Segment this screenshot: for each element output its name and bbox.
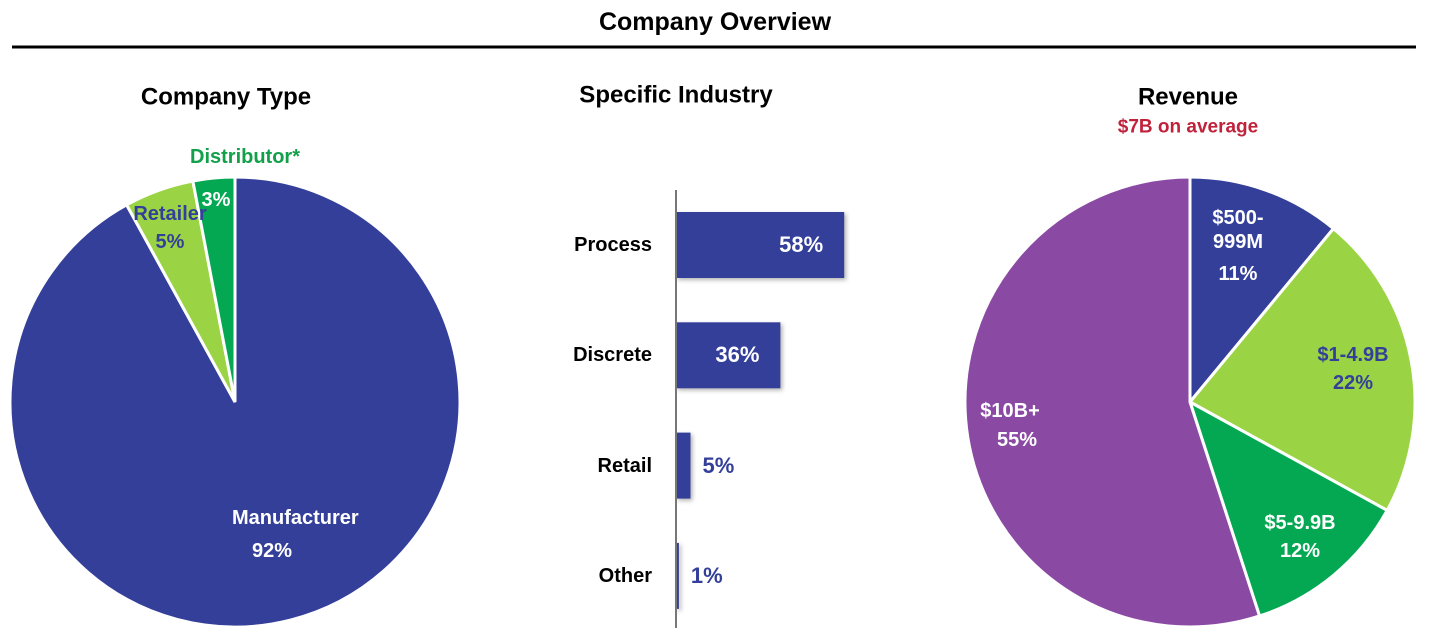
pie-slice bbox=[191, 175, 237, 403]
bar-value: 5% bbox=[702, 452, 735, 478]
pie-slice bbox=[963, 175, 1262, 629]
slice-label: Manufacturer bbox=[232, 507, 359, 529]
slice-label: Distributor* bbox=[190, 146, 300, 168]
slice-label: Retailer bbox=[133, 203, 207, 225]
pie-slice bbox=[1187, 226, 1417, 513]
slice-label: $1-4.9B bbox=[1317, 344, 1389, 366]
bar-value: 1% bbox=[690, 562, 723, 588]
slice-value: 12% bbox=[1279, 540, 1321, 562]
bar bbox=[676, 432, 691, 499]
chart-title: Specific Industry bbox=[579, 81, 773, 109]
category-label: Retail bbox=[597, 454, 652, 477]
slice-value: 5% bbox=[155, 231, 185, 253]
pie-slice bbox=[1188, 175, 1336, 407]
slice-value: 3% bbox=[201, 189, 231, 211]
chart-title: Company Type bbox=[140, 83, 312, 111]
page-title: Company Overview bbox=[598, 8, 832, 36]
bar bbox=[676, 212, 845, 278]
slice-label: $5-9.9B bbox=[1264, 512, 1336, 534]
bar-value: 58% bbox=[779, 231, 824, 257]
pie-slice bbox=[1187, 398, 1390, 618]
category-label: Discrete bbox=[573, 344, 652, 367]
chart-subtitle: $7B on average bbox=[1117, 116, 1259, 138]
category-label: Process bbox=[574, 234, 652, 256]
chart-title: Revenue bbox=[1137, 83, 1239, 111]
slice-value: 22% bbox=[1332, 372, 1374, 394]
slice-label: $500-999M bbox=[1212, 207, 1264, 253]
bar bbox=[676, 322, 781, 389]
slice-label: $10B+ bbox=[980, 400, 1040, 422]
bar bbox=[676, 542, 679, 609]
slice-value: 92% bbox=[251, 540, 293, 562]
category-label: Other bbox=[598, 564, 652, 587]
bar-value: 36% bbox=[715, 342, 760, 368]
slice-value: 55% bbox=[996, 429, 1038, 451]
slice-value: 11% bbox=[1218, 263, 1258, 285]
